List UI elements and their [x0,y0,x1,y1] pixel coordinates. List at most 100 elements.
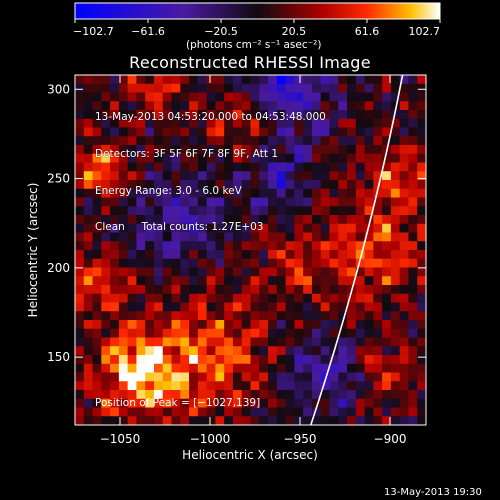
heatmap-cell [355,75,366,85]
heatmap-cell [250,75,260,85]
heatmap-cell [232,398,243,409]
heatmap-cell [311,346,322,356]
heatmap-cell [364,188,374,199]
heatmap-cell [259,171,269,181]
heatmap-cell [136,215,146,225]
heatmap-cell [145,232,155,242]
heatmap-cell [320,232,331,242]
heatmap-cell [215,258,225,269]
heatmap-cell [417,363,426,374]
heatmap-cell [382,293,392,304]
heatmap-cell [294,215,304,225]
heatmap-cell [241,407,252,417]
heatmap-cell [408,293,418,304]
heatmap-cell [250,381,260,391]
heatmap-cell [259,407,269,417]
heatmap-cell [162,110,173,120]
heatmap-cell [215,92,225,102]
heatmap-cell [408,197,418,207]
heatmap-cell [338,136,348,146]
heatmap-cell [101,267,111,277]
heatmap-cell [127,363,138,374]
heatmap-cell [215,355,225,365]
heatmap-cell [347,363,357,374]
heatmap-cell [101,153,111,164]
heatmap-cell [180,381,190,391]
heatmap-cell [145,355,155,365]
heatmap-cell [224,416,234,425]
heatmap-cell [241,416,252,425]
heatmap-cell [364,416,374,425]
heatmap-cell [329,206,339,216]
heatmap-cell [285,381,295,391]
heatmap-cell [189,258,199,269]
heatmap-cell [303,372,313,382]
heatmap-cell [197,180,208,190]
heatmap-cell [259,92,269,102]
heatmap-cell [303,206,313,216]
heatmap-cell [294,145,304,155]
heatmap-cell [364,92,374,102]
heatmap-cell [75,285,85,295]
heatmap-cell [276,127,287,137]
heatmap-cell [75,118,85,129]
heatmap-cell [355,180,366,190]
heatmap-cell [276,311,287,321]
heatmap-cell [408,337,418,347]
heatmap-cell [250,118,260,129]
heatmap-cell [347,110,357,120]
heatmap-cell [127,180,138,190]
heatmap-cell [408,267,418,277]
heatmap-cell [417,206,426,216]
heatmap-cell [347,355,357,365]
heatmap-cell [338,145,348,155]
heatmap-cell [153,162,164,172]
heatmap-cell [294,276,304,286]
heatmap-cell [320,346,331,356]
heatmap-cell [232,188,243,199]
heatmap-cell [206,92,216,102]
heatmap-cell [162,372,173,382]
heatmap-cell [382,223,392,234]
heatmap-cell [171,197,181,207]
heatmap-cell [180,118,190,129]
heatmap-cell [171,267,181,277]
heatmap-cell [136,416,146,425]
heatmap-cell [294,83,304,94]
heatmap-cell [75,390,85,400]
heatmap-cell [241,223,252,234]
heatmap-cell [303,320,313,330]
heatmap-cell [382,346,392,356]
heatmap-cell [110,83,120,94]
heatmap-cell [145,328,155,339]
heatmap-cell [92,320,102,330]
heatmap-cell [311,180,322,190]
heatmap-cell [92,180,102,190]
heatmap-cell [171,311,181,321]
heatmap-cell [224,118,234,129]
heatmap-cell [241,390,252,400]
heatmap-cell [206,381,216,391]
heatmap-cell [215,416,225,425]
heatmap-cell [92,110,102,120]
heatmap-cell [320,407,331,417]
heatmap-cell [408,215,418,225]
heatmap-cell [92,223,102,234]
heatmap-cell [320,215,331,225]
heatmap-cell [373,206,383,216]
heatmap-cell [180,302,190,312]
heatmap-cell [311,276,322,286]
heatmap-cell [101,320,111,330]
heatmap-cell [373,407,383,417]
heatmap-cell [373,171,383,181]
heatmap-cell [206,311,216,321]
heatmap-cell [232,223,243,234]
heatmap-cell [399,302,410,312]
heatmap-cell [83,337,94,347]
heatmap-cell [171,75,181,85]
heatmap-cell [276,355,287,365]
heatmap-cell [127,320,138,330]
heatmap-cell [171,110,181,120]
heatmap-cell [408,92,418,102]
heatmap-cell [250,372,260,382]
